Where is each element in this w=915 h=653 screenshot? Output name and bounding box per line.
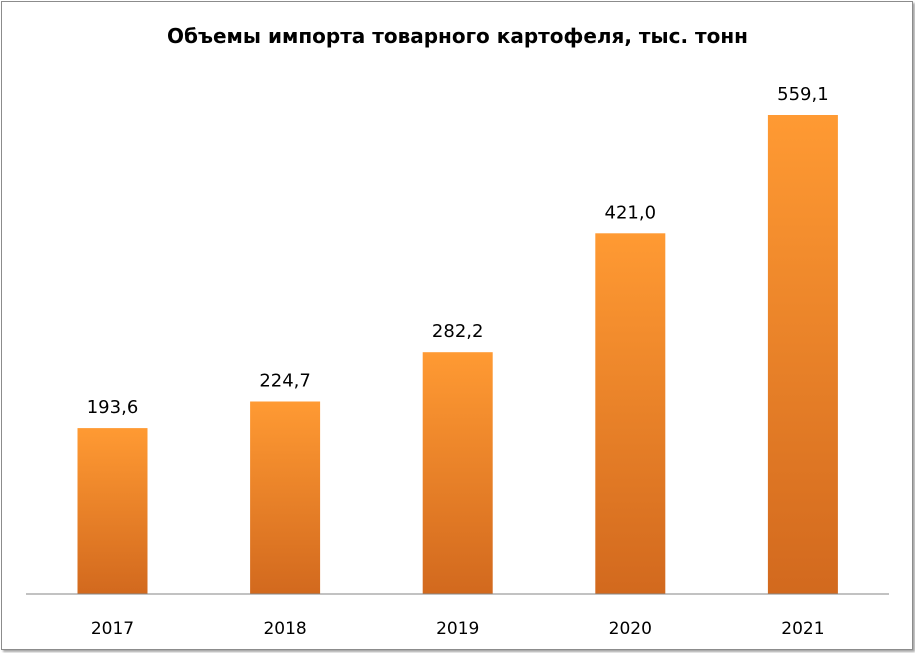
x-tick-label-2017: 2017 xyxy=(91,619,134,639)
bar-2018 xyxy=(250,401,321,594)
data-label-2019: 282,2 xyxy=(432,321,484,342)
x-tick-label-2019: 2019 xyxy=(436,619,479,639)
data-label-2021: 559,1 xyxy=(777,84,829,105)
bar-2017 xyxy=(77,428,148,594)
x-tick-label-2020: 2020 xyxy=(609,619,652,639)
x-tick-label-2018: 2018 xyxy=(263,619,306,639)
data-label-2020: 421,0 xyxy=(605,202,657,223)
x-tick-label-2021: 2021 xyxy=(781,619,824,639)
data-label-2017: 193,6 xyxy=(87,397,139,418)
bar-2021 xyxy=(767,115,838,594)
data-label-2018: 224,7 xyxy=(259,371,311,392)
bar-2020 xyxy=(595,233,666,595)
bar-2019 xyxy=(422,352,493,594)
chart-title: Объемы импорта товарного картофеля, тыс.… xyxy=(167,24,748,48)
